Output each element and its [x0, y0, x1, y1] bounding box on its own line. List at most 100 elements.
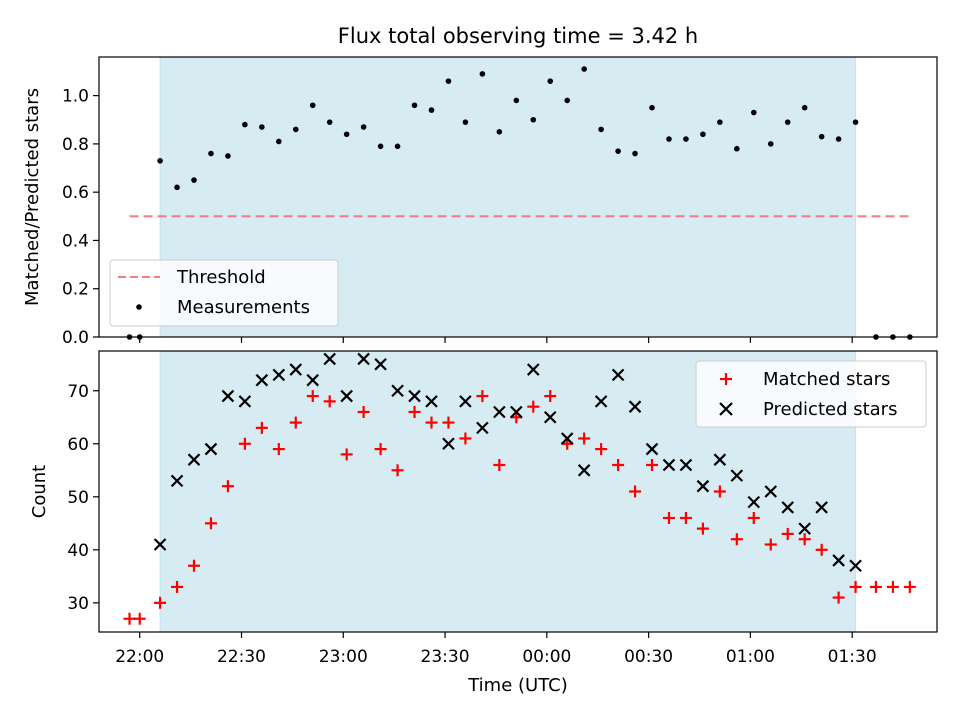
bottom-legend-box	[695, 360, 927, 428]
measurement-point	[835, 136, 842, 142]
predicted-star-stroke-b	[391, 384, 404, 398]
matched-star-point	[476, 390, 489, 403]
matched-star-point	[781, 527, 794, 540]
measurement-point	[462, 119, 469, 125]
predicted-star-stroke-b	[679, 458, 693, 472]
predicted-star-stroke-b	[662, 458, 676, 472]
predicted-star-point	[289, 363, 303, 376]
y-tick-label: 30	[67, 594, 89, 614]
measurement-point	[208, 150, 214, 157]
top-plot-frame	[98, 56, 938, 338]
measurement-point	[276, 138, 282, 145]
measurement-point	[784, 119, 791, 125]
predicted-star-point	[730, 469, 744, 482]
predicted-star-stroke-b	[764, 485, 778, 498]
predicted-star-point	[153, 538, 167, 551]
predicted-star-stroke-b	[204, 442, 218, 456]
predicted-star-stroke-b	[798, 522, 811, 535]
predicted-star-point	[798, 522, 811, 535]
predicted-star-stroke-b	[238, 395, 252, 408]
predicted-star-stroke-b	[526, 363, 540, 376]
predicted-star-point	[696, 479, 710, 493]
predicted-star-stroke-b	[645, 442, 659, 456]
x-tick-label: 23:30	[421, 647, 470, 667]
matched-star-point	[255, 421, 268, 434]
measurement-point	[292, 126, 299, 133]
predicted-star-stroke-b	[832, 554, 845, 567]
x-axis-label: Time (UTC)	[467, 675, 568, 696]
predicted-star-point	[781, 501, 794, 514]
x-tick-label: 01:30	[828, 647, 877, 667]
matched-star-point	[730, 533, 743, 546]
predicted-stars-points	[153, 352, 862, 573]
measurement-point	[428, 107, 435, 113]
predicted-star-point	[221, 389, 235, 403]
predicted-star-point	[238, 395, 252, 408]
matched-star-point	[425, 416, 438, 429]
predicted-star-stroke-b	[476, 421, 489, 435]
measurement-point	[445, 78, 452, 84]
predicted-star-point	[476, 421, 489, 435]
measurement-point	[191, 177, 197, 183]
matched-star-point	[221, 480, 234, 493]
measurement-point	[530, 116, 537, 123]
measurement-point	[734, 145, 740, 152]
measurement-point	[326, 119, 333, 125]
y-tick-label: 1.0	[62, 87, 89, 107]
measurement-point	[649, 104, 655, 111]
predicted-star-point	[526, 363, 540, 376]
top-scatter-points	[126, 66, 913, 340]
top-x-axis-ticks	[139, 337, 853, 343]
predicted-star-point	[594, 395, 608, 408]
chart-title: Flux total observing time = 3.42 h	[338, 24, 698, 48]
matched-star-point	[869, 580, 882, 593]
measurement-point	[717, 119, 723, 125]
matched-star-point	[391, 464, 404, 477]
predicted-star-stroke-b	[272, 368, 286, 382]
predicted-star-stroke-b	[255, 373, 269, 387]
y-tick-label: 60	[67, 435, 89, 455]
measurement-point	[581, 66, 587, 72]
measurement-point	[259, 124, 265, 130]
matched-star-point	[357, 405, 370, 418]
legend-matched-swatch	[720, 373, 732, 385]
matched-star-point	[442, 416, 455, 429]
measurement-point	[513, 97, 520, 104]
x-tick-label: 01:00	[726, 647, 775, 667]
predicted-star-stroke-b	[340, 389, 353, 403]
predicted-star-point	[679, 458, 693, 472]
predicted-star-stroke-b	[323, 352, 336, 366]
predicted-star-point	[408, 389, 421, 403]
y-tick-label: 70	[67, 382, 89, 402]
measurement-point	[767, 141, 774, 147]
measurement-point	[496, 129, 503, 135]
y-tick-label: 0.8	[62, 135, 89, 155]
predicted-star-point	[611, 368, 625, 382]
measurement-point	[547, 78, 554, 84]
matched-star-point	[629, 485, 642, 498]
predicted-star-stroke-b	[187, 453, 201, 466]
measurement-point	[818, 133, 825, 140]
matched-star-point	[713, 485, 726, 498]
x-tick-label: 00:30	[624, 647, 673, 667]
top-legend: Threshold Measurements	[109, 259, 339, 327]
matched-star-point	[849, 580, 862, 593]
predicted-star-stroke-b	[849, 559, 862, 573]
bottom-x-axis-ticks: 22:00 22:30 23:00 23:30 00:00 00:30 01:00 01:30	[115, 632, 877, 667]
predicted-star-stroke-b	[170, 474, 184, 488]
measurement-point	[343, 131, 350, 138]
legend-measurements-label: Measurements	[177, 297, 310, 318]
matched-star-point	[696, 522, 709, 535]
measurement-point	[309, 102, 316, 109]
bottom-legend: Matched stars Predicted stars	[695, 360, 927, 428]
measurement-point	[666, 136, 672, 142]
matched-star-point	[886, 580, 899, 593]
measurement-point	[377, 143, 384, 150]
top-legend-box	[109, 259, 339, 327]
legend-predicted-label: Predicted stars	[763, 399, 897, 420]
predicted-star-stroke-b	[560, 432, 574, 445]
predicted-star-stroke-b	[306, 373, 320, 387]
x-tick-label: 00:00	[522, 647, 571, 667]
y-tick-label: 0.6	[62, 183, 89, 203]
